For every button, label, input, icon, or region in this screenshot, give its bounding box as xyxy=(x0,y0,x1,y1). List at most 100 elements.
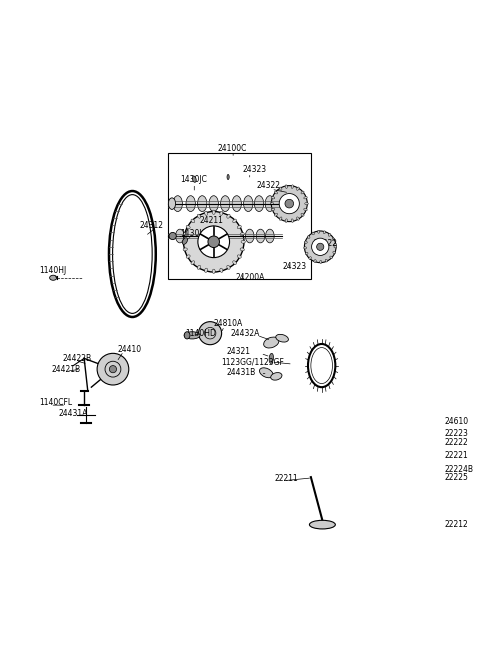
Ellipse shape xyxy=(330,256,332,259)
Ellipse shape xyxy=(169,233,176,240)
Ellipse shape xyxy=(305,202,308,205)
Ellipse shape xyxy=(240,233,244,236)
Ellipse shape xyxy=(197,196,207,212)
Ellipse shape xyxy=(310,520,336,529)
Text: 24422B: 24422B xyxy=(62,354,92,363)
Ellipse shape xyxy=(211,229,219,243)
Ellipse shape xyxy=(276,334,288,342)
Circle shape xyxy=(279,194,300,214)
Text: 24312: 24312 xyxy=(140,221,164,230)
Text: 22224B: 22224B xyxy=(444,465,473,474)
Circle shape xyxy=(304,231,336,263)
Circle shape xyxy=(285,199,294,208)
Ellipse shape xyxy=(191,219,195,223)
Ellipse shape xyxy=(324,231,325,234)
Ellipse shape xyxy=(184,332,190,339)
Ellipse shape xyxy=(334,244,336,246)
Circle shape xyxy=(183,212,244,272)
Ellipse shape xyxy=(270,202,274,205)
Circle shape xyxy=(271,186,307,221)
Text: 22221: 22221 xyxy=(444,451,468,460)
Ellipse shape xyxy=(186,225,190,229)
Ellipse shape xyxy=(237,255,241,258)
Text: 24323: 24323 xyxy=(242,165,266,173)
Text: 22211: 22211 xyxy=(275,474,299,483)
Text: 24323: 24323 xyxy=(282,261,306,271)
Circle shape xyxy=(198,226,229,258)
Ellipse shape xyxy=(212,269,215,273)
Text: 24610: 24610 xyxy=(444,417,468,426)
Ellipse shape xyxy=(285,219,288,223)
Ellipse shape xyxy=(304,208,307,211)
Ellipse shape xyxy=(304,247,307,249)
Ellipse shape xyxy=(420,475,432,481)
Text: 24321: 24321 xyxy=(227,347,251,355)
Ellipse shape xyxy=(204,268,207,273)
Ellipse shape xyxy=(240,248,244,251)
Ellipse shape xyxy=(297,187,299,191)
Ellipse shape xyxy=(422,432,431,435)
Ellipse shape xyxy=(173,196,182,212)
Ellipse shape xyxy=(304,241,307,243)
Ellipse shape xyxy=(182,240,186,243)
Text: 1430JC: 1430JC xyxy=(180,175,207,185)
Text: 24810A: 24810A xyxy=(214,319,243,328)
Text: 24322: 24322 xyxy=(257,181,281,190)
Ellipse shape xyxy=(168,198,176,210)
Ellipse shape xyxy=(192,176,196,183)
Ellipse shape xyxy=(220,211,223,215)
Text: 1140CFL: 1140CFL xyxy=(39,399,72,407)
Circle shape xyxy=(97,353,129,385)
Text: 24431A: 24431A xyxy=(59,409,88,419)
Ellipse shape xyxy=(222,229,231,243)
Text: 24211: 24211 xyxy=(199,215,223,225)
Text: 1123GG/1123GF: 1123GG/1123GF xyxy=(221,357,284,367)
Ellipse shape xyxy=(269,353,274,363)
Ellipse shape xyxy=(183,233,187,236)
Ellipse shape xyxy=(291,219,293,223)
Text: 24410: 24410 xyxy=(118,344,142,353)
Ellipse shape xyxy=(183,248,187,251)
Ellipse shape xyxy=(191,261,195,265)
Ellipse shape xyxy=(279,187,282,191)
Text: 24432A: 24432A xyxy=(230,328,260,338)
Ellipse shape xyxy=(265,196,275,212)
Ellipse shape xyxy=(254,196,264,212)
Ellipse shape xyxy=(271,208,275,211)
Ellipse shape xyxy=(264,337,279,348)
Ellipse shape xyxy=(307,236,310,238)
Ellipse shape xyxy=(245,229,254,243)
Bar xyxy=(418,448,435,468)
Ellipse shape xyxy=(291,185,293,189)
Ellipse shape xyxy=(220,268,223,273)
Ellipse shape xyxy=(265,229,274,243)
Text: 1430JC: 1430JC xyxy=(180,229,207,238)
Ellipse shape xyxy=(412,522,441,532)
Ellipse shape xyxy=(419,430,433,436)
Ellipse shape xyxy=(256,229,265,243)
Text: 24431B: 24431B xyxy=(227,369,256,377)
Ellipse shape xyxy=(204,211,207,215)
Circle shape xyxy=(317,243,324,250)
Ellipse shape xyxy=(176,229,184,243)
Ellipse shape xyxy=(233,219,237,223)
Ellipse shape xyxy=(305,252,308,255)
Ellipse shape xyxy=(188,229,196,243)
Ellipse shape xyxy=(184,332,200,339)
Ellipse shape xyxy=(271,196,275,199)
Ellipse shape xyxy=(212,210,215,214)
Ellipse shape xyxy=(197,214,201,218)
Ellipse shape xyxy=(420,440,432,445)
Circle shape xyxy=(208,236,219,248)
Text: 22212: 22212 xyxy=(444,520,468,529)
Ellipse shape xyxy=(325,260,327,262)
Ellipse shape xyxy=(412,413,440,426)
Ellipse shape xyxy=(227,175,229,179)
Ellipse shape xyxy=(314,260,316,262)
Text: 24522: 24522 xyxy=(313,238,337,248)
Ellipse shape xyxy=(301,214,304,216)
Text: 1140HJ: 1140HJ xyxy=(39,266,66,275)
Ellipse shape xyxy=(309,257,312,260)
Text: 24100C: 24100C xyxy=(217,144,247,152)
Circle shape xyxy=(199,322,222,345)
